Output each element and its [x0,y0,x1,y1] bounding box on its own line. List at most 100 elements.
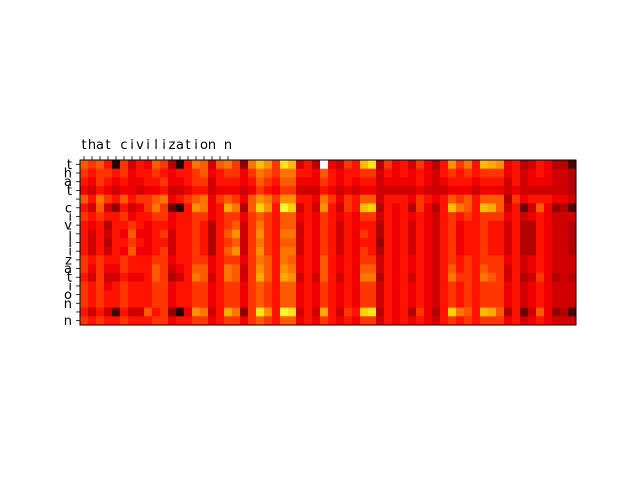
heatmap-cell [312,307,321,317]
heatmap-cell [272,212,281,222]
heatmap-cell [440,203,449,213]
heatmap-cell [280,298,289,308]
heatmap-cell [104,281,113,291]
heatmap-cell [456,220,465,230]
heatmap-cell [144,160,153,170]
heatmap-cell [184,246,193,256]
heatmap-cell [280,272,289,282]
heatmap-cell [336,186,345,196]
x-tick-label: o [200,138,208,153]
heatmap-cell [384,186,393,196]
heatmap-cell [440,307,449,317]
heatmap-cell [144,203,153,213]
y-tick-label: h [64,167,72,182]
heatmap-cell [224,229,233,239]
heatmap-cell [528,264,537,274]
heatmap-cell [128,281,137,291]
heatmap-cell [544,186,553,196]
heatmap-cell [136,307,145,317]
heatmap-cell [456,272,465,282]
heatmap-cell [376,290,385,300]
heatmap-cell [104,203,113,213]
heatmap-cell [376,298,385,308]
heatmap-cell [472,220,481,230]
heatmap-cell [88,290,97,300]
y-tick-label: c [65,201,72,216]
heatmap-cell [232,281,241,291]
heatmap-cell [512,220,521,230]
heatmap-cell [552,238,561,248]
heatmap-cell [432,290,441,300]
heatmap-cell [352,255,361,265]
heatmap-cell [224,255,233,265]
heatmap-cell [168,212,177,222]
heatmap-cell [160,212,169,222]
heatmap-cell [552,316,561,326]
heatmap-cell [336,281,345,291]
heatmap-cell [456,229,465,239]
heatmap-cell [256,212,265,222]
heatmap-cell [360,307,369,317]
heatmap-cell [264,307,273,317]
heatmap-cell [440,220,449,230]
heatmap-cell [120,316,129,326]
heatmap-cell [488,194,497,204]
heatmap-cell [512,177,521,187]
heatmap-cell [512,255,521,265]
heatmap-cell [152,298,161,308]
heatmap-cell [520,229,529,239]
heatmap-cell [104,168,113,178]
heatmap-cell [480,316,489,326]
heatmap-cell [432,160,441,170]
heatmap-cell [392,255,401,265]
x-tick-label: v [136,138,144,153]
heatmap-cell [432,272,441,282]
heatmap-cell [448,316,457,326]
heatmap-cell [352,272,361,282]
heatmap-cell [464,212,473,222]
x-tick-label: t [185,138,190,153]
heatmap-cell [336,194,345,204]
heatmap-cell [328,194,337,204]
heatmap-cell [440,186,449,196]
heatmap-cell [408,272,417,282]
heatmap-cell [328,264,337,274]
heatmap-cell [480,168,489,178]
heatmap-cell [536,272,545,282]
heatmap-cell [96,203,105,213]
heatmap-cell [296,220,305,230]
heatmap-cell [184,203,193,213]
heatmap-cell [192,255,201,265]
heatmap-cell [96,255,105,265]
heatmap-cell [360,194,369,204]
heatmap-cell [200,281,209,291]
heatmap-cell [376,212,385,222]
heatmap-cell [568,298,577,308]
heatmap-cell [320,255,329,265]
heatmap-cell [304,307,313,317]
heatmap-cell [352,246,361,256]
heatmap-cell [136,281,145,291]
heatmap-cell [232,160,241,170]
heatmap-cell [152,194,161,204]
heatmap-cell [504,212,513,222]
heatmap-cell [392,194,401,204]
heatmap-cell [168,203,177,213]
heatmap-cell [264,177,273,187]
heatmap-cell [184,186,193,196]
heatmap-cell [568,177,577,187]
heatmap-cell [400,160,409,170]
heatmap-cell [352,177,361,187]
heatmap-cell [392,212,401,222]
x-tick-label: i [162,138,166,153]
heatmap-cell [528,298,537,308]
heatmap-cell [192,203,201,213]
heatmap-cell [104,238,113,248]
heatmap-cell [160,168,169,178]
heatmap-cell [536,255,545,265]
heatmap-cell [128,168,137,178]
y-tick-label: a [64,262,72,277]
heatmap-cell [184,264,193,274]
heatmap-cell [416,238,425,248]
heatmap-cell [560,194,569,204]
